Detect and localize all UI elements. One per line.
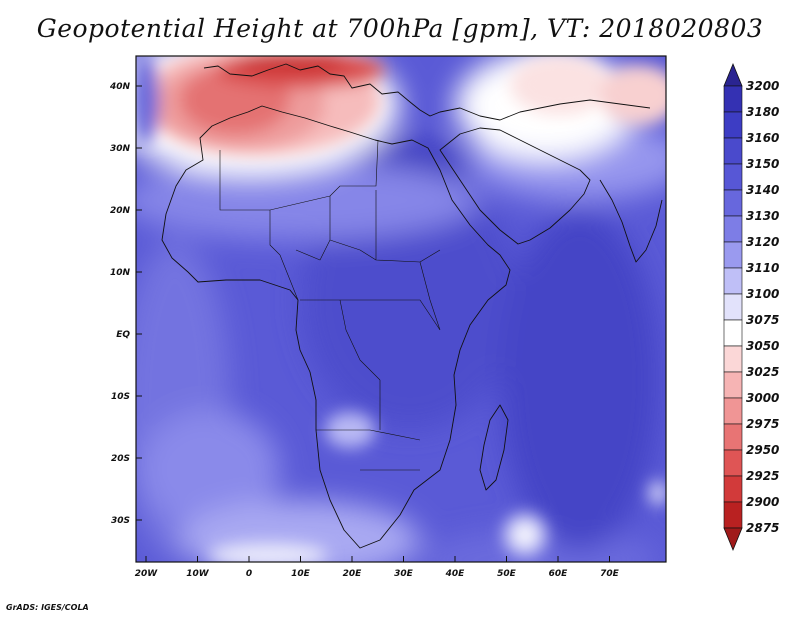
- colorbar-label: 3200: [746, 79, 779, 93]
- colorbar-swatch: [723, 397, 743, 425]
- arabia-coast: [439, 127, 591, 245]
- colorbar-swatch: [723, 85, 743, 113]
- colorbar-label: 2975: [746, 417, 779, 431]
- madagascar: [479, 404, 509, 491]
- lon-tick-label: 60E: [549, 569, 569, 579]
- lon-tick-label: 0: [246, 569, 252, 579]
- lon-tick-label: 70E: [600, 569, 620, 579]
- lon-tick-label: 50E: [497, 569, 517, 579]
- colorbar-swatch: [723, 475, 743, 503]
- colorbar-label: 3075: [746, 313, 779, 327]
- lat-tick-label: 40N: [109, 82, 131, 92]
- lon-tick-label: 20E: [343, 569, 363, 579]
- lon-tick-label: 10E: [291, 569, 311, 579]
- plot-frame: [135, 55, 667, 563]
- colorbar-swatch: [723, 241, 743, 269]
- lat-axis: 40N 30N 20N 10N EQ 10S 20S 30S: [109, 82, 142, 526]
- colorbar-label: 2900: [746, 495, 779, 509]
- colorbar-label: 3140: [746, 183, 779, 197]
- lat-tick-label: 10S: [111, 392, 130, 402]
- borders: [219, 139, 441, 471]
- colorbar-label: 3050: [746, 339, 779, 353]
- colorbar-label: 3110: [746, 261, 779, 275]
- colorbar-label: 3120: [746, 235, 779, 249]
- africa-coastline: [161, 105, 511, 549]
- lat-tick-label: 30S: [111, 516, 130, 526]
- colorbar-label: 3025: [746, 365, 779, 379]
- colorbar-swatch: [723, 293, 743, 321]
- credit-label: GrADS: IGES/COLA: [6, 603, 89, 612]
- map-title: Geopotential Height at 700hPa [gpm], VT:…: [36, 14, 764, 43]
- colorbar-swatch: [723, 215, 743, 243]
- colorbar-swatch: [723, 449, 743, 477]
- colorbar-label: 3130: [746, 209, 779, 223]
- colorbar-bottom-triangle: [723, 527, 743, 552]
- lon-tick-label: 40E: [445, 569, 466, 579]
- colorbar-swatch: [723, 345, 743, 373]
- lat-tick-label: EQ: [116, 330, 130, 340]
- colorbar-label: 3180: [746, 105, 779, 119]
- height-field: [136, 56, 666, 562]
- lat-tick-label: 30N: [110, 144, 131, 154]
- lon-tick-label: 10W: [186, 569, 210, 579]
- colorbar-swatch: [723, 163, 743, 191]
- colorbar: 3200 3180 3160 3150 3140 3130 3120 3110 3100 3075…: [723, 62, 779, 552]
- colorbar-swatch: [723, 319, 743, 347]
- colorbar-label: 3100: [746, 287, 779, 301]
- lon-tick-label: 30E: [394, 569, 414, 579]
- coastlines: [161, 63, 663, 549]
- colorbar-label: 3150: [746, 157, 779, 171]
- europe-coast: [203, 63, 651, 121]
- lat-tick-label: 20N: [110, 206, 131, 216]
- lon-axis: 20W 10W 0 10E 20E 30E 40E 50E 60E 70E: [135, 556, 620, 579]
- lat-tick-label: 20S: [111, 454, 130, 464]
- colorbar-swatch: [723, 371, 743, 399]
- colorbar-swatch: [723, 267, 743, 295]
- colorbar-label: 3000: [746, 391, 779, 405]
- india-coast: [599, 179, 663, 263]
- colorbar-swatch: [723, 423, 743, 451]
- lon-tick-label: 20W: [135, 569, 159, 579]
- colorbar-label: 2875: [746, 521, 779, 535]
- colorbar-label: 3160: [746, 131, 779, 145]
- lat-tick-label: 10N: [110, 268, 131, 278]
- colorbar-label: 2950: [746, 443, 779, 457]
- colorbar-swatch: [723, 501, 743, 529]
- colorbar-swatch: [723, 189, 743, 217]
- colorbar-swatch: [723, 111, 743, 139]
- colorbar-swatch: [723, 137, 743, 165]
- colorbar-top-triangle: [723, 62, 743, 87]
- colorbar-label: 2925: [746, 469, 779, 483]
